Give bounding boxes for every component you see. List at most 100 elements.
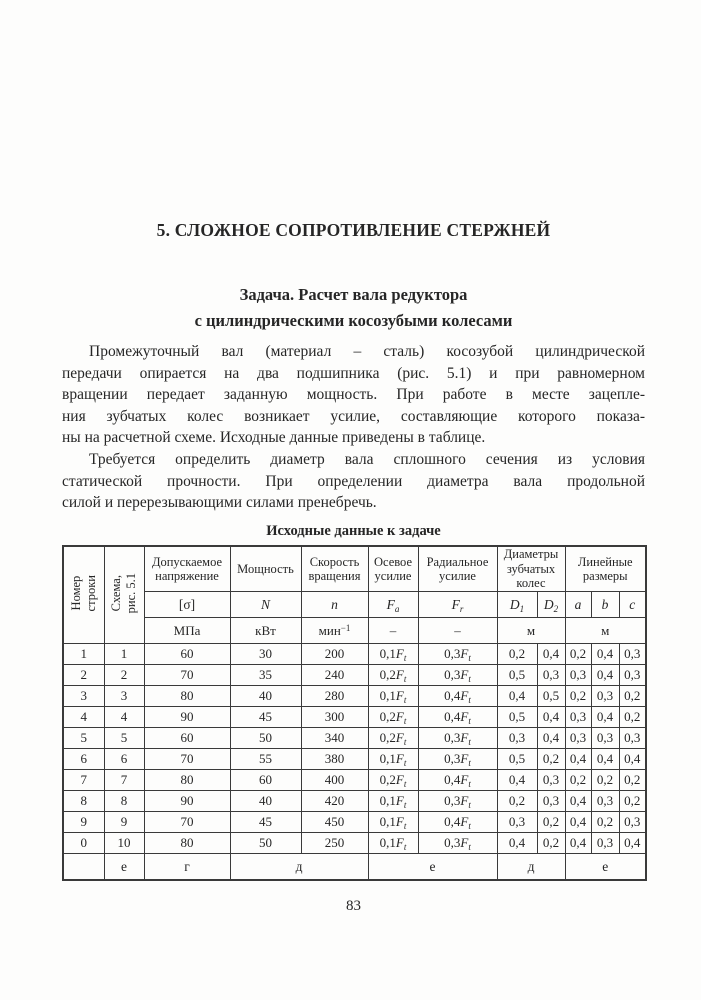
table-cell: 70 [143, 748, 231, 771]
footer-cell: г [143, 853, 231, 881]
table-cell: 6 [103, 748, 145, 771]
table-cell: 0,3 [590, 790, 620, 813]
table-cell: 300 [300, 706, 369, 729]
table-cell: 0,2 [618, 769, 647, 792]
symbol-power: N [229, 591, 302, 619]
table-body: 1 1 60 30 200 0,1Ft 0,3Ft 0,2 0,4 0,2 0,4 0,3 2 2 70 35… [62, 643, 647, 855]
footer-cell: д [496, 853, 566, 881]
col-header-row-number: Номер строки [62, 545, 105, 645]
table-cell: 80 [143, 769, 231, 792]
table-cell: 450 [300, 811, 369, 834]
table-cell: 400 [300, 769, 369, 792]
table-cell: 0,2Ft [367, 664, 419, 687]
table-row: 2 2 70 35 240 0,2Ft 0,3Ft 0,5 0,3 0,3 0,4 0,3 [62, 664, 647, 687]
table-cell: 7 [103, 769, 145, 792]
table-cell: 0,4 [536, 727, 566, 750]
table-cell: 50 [229, 832, 302, 855]
table-cell: 40 [229, 790, 302, 813]
table-cell: 0,4 [590, 748, 620, 771]
table-cell: 0,2 [590, 811, 620, 834]
table-cell: 70 [143, 664, 231, 687]
table-cell: 0,2Ft [367, 706, 419, 729]
table-cell: 0,4 [536, 643, 566, 666]
table-cell: 3 [103, 685, 145, 708]
table-cell: 0,2 [618, 685, 647, 708]
footer-cell: е [367, 853, 498, 881]
table-cell: 0,3 [618, 727, 647, 750]
task-subtitle: Задача. Расчет вала редуктора с цилиндри… [194, 285, 513, 330]
table-cell: 0,1Ft [367, 832, 419, 855]
table-cell: 0,1Ft [367, 643, 419, 666]
symbol-c: c [618, 591, 647, 619]
table-cell: 0,1Ft [367, 685, 419, 708]
table-cell: 0,4 [536, 706, 566, 729]
table-cell: 7 [62, 769, 105, 792]
table-cell: 1 [103, 643, 145, 666]
footer-cell [62, 853, 105, 881]
col-header-scheme: Схема, рис. 5.1 [103, 545, 145, 645]
paragraph-task: Требуется определить диаметр вала сплошн… [62, 449, 645, 514]
scheme-label: Схема, рис. 5.1 [109, 573, 138, 614]
symbol-stress: [σ] [143, 591, 231, 619]
table-cell: 0,3 [590, 832, 620, 855]
table-cell: 0,4 [496, 685, 538, 708]
table-row: 6 6 70 55 380 0,1Ft 0,3Ft 0,5 0,2 0,4 0,4 0,4 [62, 748, 647, 771]
table-cell: 40 [229, 685, 302, 708]
table-cell: 0 [62, 832, 105, 855]
table-cell: 0,2 [618, 790, 647, 813]
table-cell: 240 [300, 664, 369, 687]
table-cell: 60 [143, 727, 231, 750]
table-cell: 0,2 [564, 769, 592, 792]
table-cell: 0,3 [496, 811, 538, 834]
table-cell: 250 [300, 832, 369, 855]
symbol-d2: D2 [536, 591, 566, 619]
table-cell: 0,2 [496, 790, 538, 813]
col-header-gear-diameters: Диаметры зубчатых колес [496, 545, 566, 593]
table-cell: 70 [143, 811, 231, 834]
table-cell: 60 [229, 769, 302, 792]
table-cell: 0,2 [536, 811, 566, 834]
table-cell: 0,1Ft [367, 790, 419, 813]
col-header-linear-dimensions: Линейные размеры [564, 545, 647, 593]
table-cell: 0,3 [536, 790, 566, 813]
table-cell: 9 [62, 811, 105, 834]
table-row: 9 9 70 45 450 0,1Ft 0,4Ft 0,3 0,2 0,4 0,2 0,3 [62, 811, 647, 834]
text-line: статической прочности. При определении д… [62, 472, 645, 490]
table-cell: 4 [62, 706, 105, 729]
unit-radial-force: – [417, 617, 498, 645]
table-cell: 0,3 [536, 664, 566, 687]
table-cell: 1 [62, 643, 105, 666]
table-cell: 60 [143, 643, 231, 666]
unit-axial-force: – [367, 617, 419, 645]
symbol-b: b [590, 591, 620, 619]
table-cell: 0,4 [496, 832, 538, 855]
table-cell: 55 [229, 748, 302, 771]
col-header-axial-force: Осевое усилие [367, 545, 419, 593]
table-cell: 45 [229, 706, 302, 729]
table-cell: 50 [229, 727, 302, 750]
input-data-table: Номер строки Схема, рис. 5.1 Допускаемое… [62, 544, 647, 881]
symbol-speed: n [300, 591, 369, 619]
table-cell: 9 [103, 811, 145, 834]
table-cell: 0,4 [618, 748, 647, 771]
symbol-radial-force: Fr [417, 591, 498, 619]
table-cell: 0,2 [536, 832, 566, 855]
table-cell: 35 [229, 664, 302, 687]
paragraph-intro: Промежуточный вал (материал – сталь) кос… [62, 341, 645, 449]
table-cell: 90 [143, 706, 231, 729]
col-header-speed: Скорость вращения [300, 545, 369, 593]
table-cell: 0,5 [496, 664, 538, 687]
table-cell: 0,3Ft [417, 790, 498, 813]
text-line: силой и перерезывающими силами пренебреч… [62, 494, 377, 512]
table-cell: 0,4 [590, 643, 620, 666]
table-cell: 0,3 [590, 727, 620, 750]
text-line: Промежуточный вал (материал – сталь) кос… [89, 343, 645, 360]
table-cell: 0,4 [618, 832, 647, 855]
table-row: 4 4 90 45 300 0,2Ft 0,4Ft 0,5 0,4 0,3 0,4 0,2 [62, 706, 647, 729]
table-cell: 340 [300, 727, 369, 750]
table-cell: 5 [62, 727, 105, 750]
table-cell: 0,2 [618, 706, 647, 729]
table-cell: 0,3 [618, 643, 647, 666]
text-line: ния зубчатых колес возникает усилие, сос… [62, 407, 645, 425]
